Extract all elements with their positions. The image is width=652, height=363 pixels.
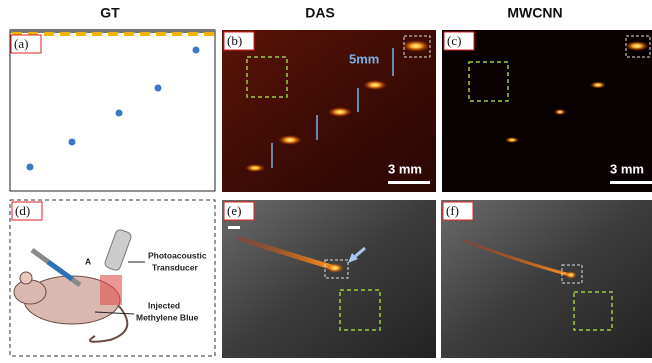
panel-frame: [10, 30, 215, 191]
arrow-label: 5mm: [349, 51, 379, 66]
scale-bar: [388, 181, 430, 184]
panel-label: (f): [446, 203, 459, 218]
scale-bar: [610, 181, 652, 184]
panel-label: (e): [227, 203, 241, 218]
scale-label: 3 mm: [610, 161, 644, 176]
figure: GT DAS MWCNN (a) 5mm 3 mm (b): [0, 0, 652, 358]
transducer-label: Transducer: [152, 262, 199, 272]
panel-b: 5mm 3 mm (b): [222, 30, 436, 192]
panel-c: 3 mm (c): [442, 30, 652, 192]
panel-d: A Photoacoustic Transducer Injected Meth…: [10, 200, 215, 356]
column-header: GT: [100, 5, 120, 21]
panel-a: (a): [10, 29, 215, 191]
injection-label: Methylene Blue: [136, 312, 199, 322]
panel-e: (e): [222, 200, 436, 358]
panel-label: (a): [14, 36, 28, 51]
column-header: MWCNN: [507, 5, 562, 21]
panel-label: (c): [447, 33, 461, 48]
panel-label: (b): [227, 33, 242, 48]
image: [222, 200, 436, 358]
panel-label: (d): [15, 203, 30, 218]
image: [441, 200, 652, 358]
scale-label: 3 mm: [388, 161, 422, 176]
column-header: DAS: [305, 5, 335, 21]
panel-f: (f): [441, 200, 652, 358]
injection-label: Injected: [148, 300, 180, 310]
marker-label: A: [85, 256, 91, 266]
transducer-label: Photoacoustic: [148, 250, 207, 260]
